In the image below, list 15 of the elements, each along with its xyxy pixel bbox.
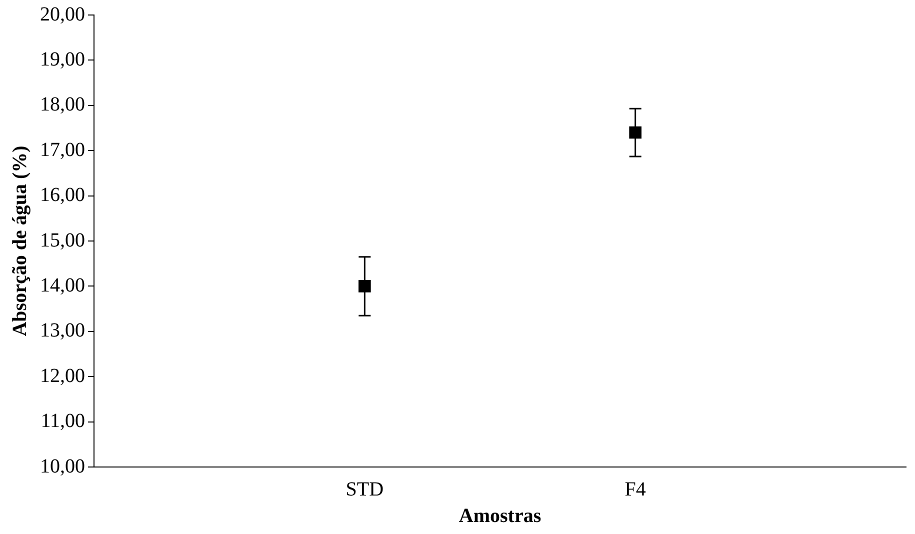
y-tick-label: 11,00 (40, 410, 85, 432)
y-tick-label: 16,00 (40, 184, 85, 206)
y-tick-label: 13,00 (40, 320, 85, 342)
y-tick-label: 20,00 (40, 3, 85, 26)
x-tick-label: STD (346, 478, 384, 500)
y-tick-label: 15,00 (40, 229, 85, 252)
y-tick-label: 18,00 (40, 94, 85, 116)
y-axis-title: Absorção de água (%) (9, 146, 32, 336)
y-tick-label: 19,00 (40, 48, 85, 70)
x-axis-title: Amostras (458, 505, 542, 528)
x-tick-label: F4 (624, 478, 646, 500)
y-tick-label: 10,00 (40, 455, 85, 478)
y-tick-label: 17,00 (40, 138, 85, 161)
y-tick-label: 14,00 (40, 274, 85, 296)
y-tick-label: 12,00 (40, 364, 85, 387)
